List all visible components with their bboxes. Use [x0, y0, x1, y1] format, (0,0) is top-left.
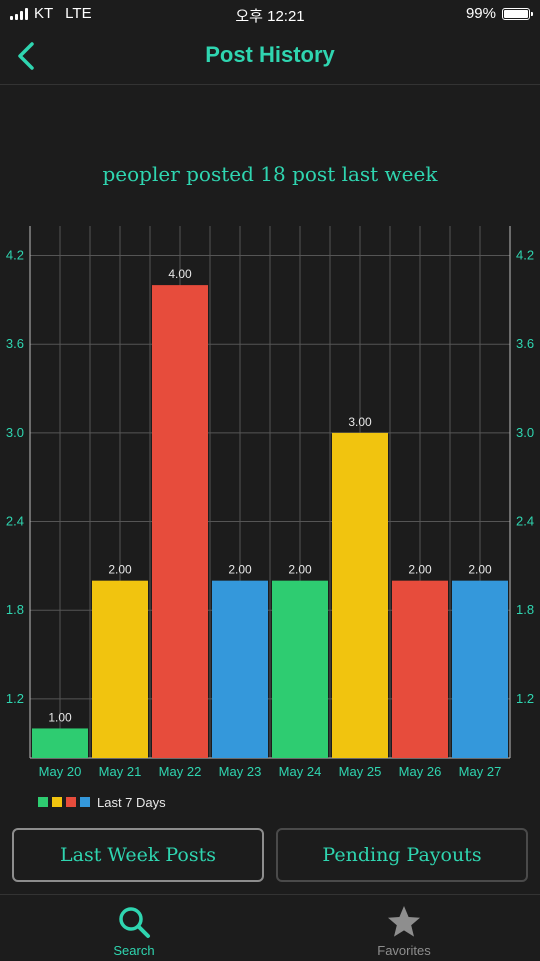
y-tick-label-right: 4.2 — [516, 248, 534, 263]
status-right: 99% — [465, 5, 533, 22]
bar-value-label: 2.00 — [468, 563, 492, 577]
network-label: LTE — [65, 5, 92, 22]
legend-swatch — [52, 797, 62, 807]
tab-search[interactable]: Search — [64, 895, 204, 961]
y-tick-label-right: 1.2 — [516, 691, 534, 706]
summary-text: peopler posted 18 post last week — [102, 162, 438, 186]
status-bar: KT LTE 오후 12:21 99% — [0, 0, 540, 28]
carrier-label: KT — [34, 5, 54, 22]
back-button[interactable] — [10, 36, 46, 76]
y-tick-label-left: 1.2 — [6, 691, 24, 706]
bar-value-label: 2.00 — [408, 563, 432, 577]
legend-label: Last 7 Days — [97, 795, 166, 810]
y-tick-label-right: 1.8 — [516, 602, 534, 617]
status-left: KT LTE — [10, 5, 92, 22]
chart-bars — [32, 285, 508, 758]
x-tick-label: May 23 — [219, 764, 262, 779]
x-tick-label: May 27 — [459, 764, 502, 779]
x-tick-label: May 22 — [159, 764, 202, 779]
nav-bar: Post History — [0, 28, 540, 85]
bar-1 — [92, 580, 148, 758]
y-tick-label-right: 3.6 — [516, 336, 534, 351]
bar-0 — [32, 728, 88, 758]
y-tick-label-left: 3.6 — [6, 336, 24, 351]
battery-fill — [504, 9, 528, 18]
y-tick-label-left: 3.0 — [6, 425, 24, 440]
chevron-left-icon — [18, 42, 34, 70]
bar-3 — [212, 580, 268, 758]
bar-value-label: 4.00 — [168, 267, 192, 281]
legend-swatch — [66, 797, 76, 807]
bar-value-label: 2.00 — [108, 563, 132, 577]
x-tick-label: May 20 — [39, 764, 82, 779]
status-time: 오후 12:21 — [235, 8, 305, 25]
y-tick-label-right: 2.4 — [516, 514, 534, 529]
tab-favorites-label: Favorites — [377, 943, 431, 958]
x-tick-label: May 24 — [279, 764, 322, 779]
last-week-posts-button[interactable]: Last Week Posts — [12, 828, 264, 882]
x-tick-label: May 26 — [399, 764, 442, 779]
post-history-chart: 1.2 1.2 1.8 1.8 2.4 2.4 3.0 3.0 3.6 3.6 4.2 4.2 1.00… — [6, 226, 534, 810]
chart-legend: Last 7 Days — [38, 795, 166, 810]
legend-swatch — [80, 797, 90, 807]
chart-labels: 1.2 1.2 1.8 1.8 2.4 2.4 3.0 3.0 3.6 3.6 4.2 4.2 1.00… — [6, 248, 534, 779]
tab-bar: Search Favorites — [0, 894, 540, 961]
bar-value-label: 2.00 — [228, 563, 252, 577]
y-tick-label-right: 3.0 — [516, 425, 534, 440]
pending-payouts-button[interactable]: Pending Payouts — [276, 828, 528, 882]
x-tick-label: May 21 — [99, 764, 142, 779]
x-tick-label: May 25 — [339, 764, 382, 779]
bar-value-label: 2.00 — [288, 563, 312, 577]
bar-2 — [152, 285, 208, 758]
bar-value-label: 3.00 — [348, 415, 372, 429]
tab-search-label: Search — [113, 943, 155, 958]
page-title: Post History — [205, 42, 335, 67]
tab-favorites[interactable]: Favorites — [334, 895, 474, 961]
battery-icon — [502, 7, 533, 20]
legend-swatch — [38, 797, 48, 807]
bar-4 — [272, 580, 328, 758]
signal-icon — [10, 7, 28, 20]
bar-5 — [332, 432, 388, 758]
y-tick-label-left: 4.2 — [6, 248, 24, 263]
bar-6 — [392, 580, 448, 758]
y-tick-label-left: 1.8 — [6, 602, 24, 617]
search-icon — [119, 907, 150, 938]
bar-7 — [452, 580, 508, 758]
star-icon — [388, 906, 420, 937]
battery-percent: 99% — [465, 5, 496, 22]
y-tick-label-left: 2.4 — [6, 514, 24, 529]
bar-value-label: 1.00 — [48, 710, 72, 724]
